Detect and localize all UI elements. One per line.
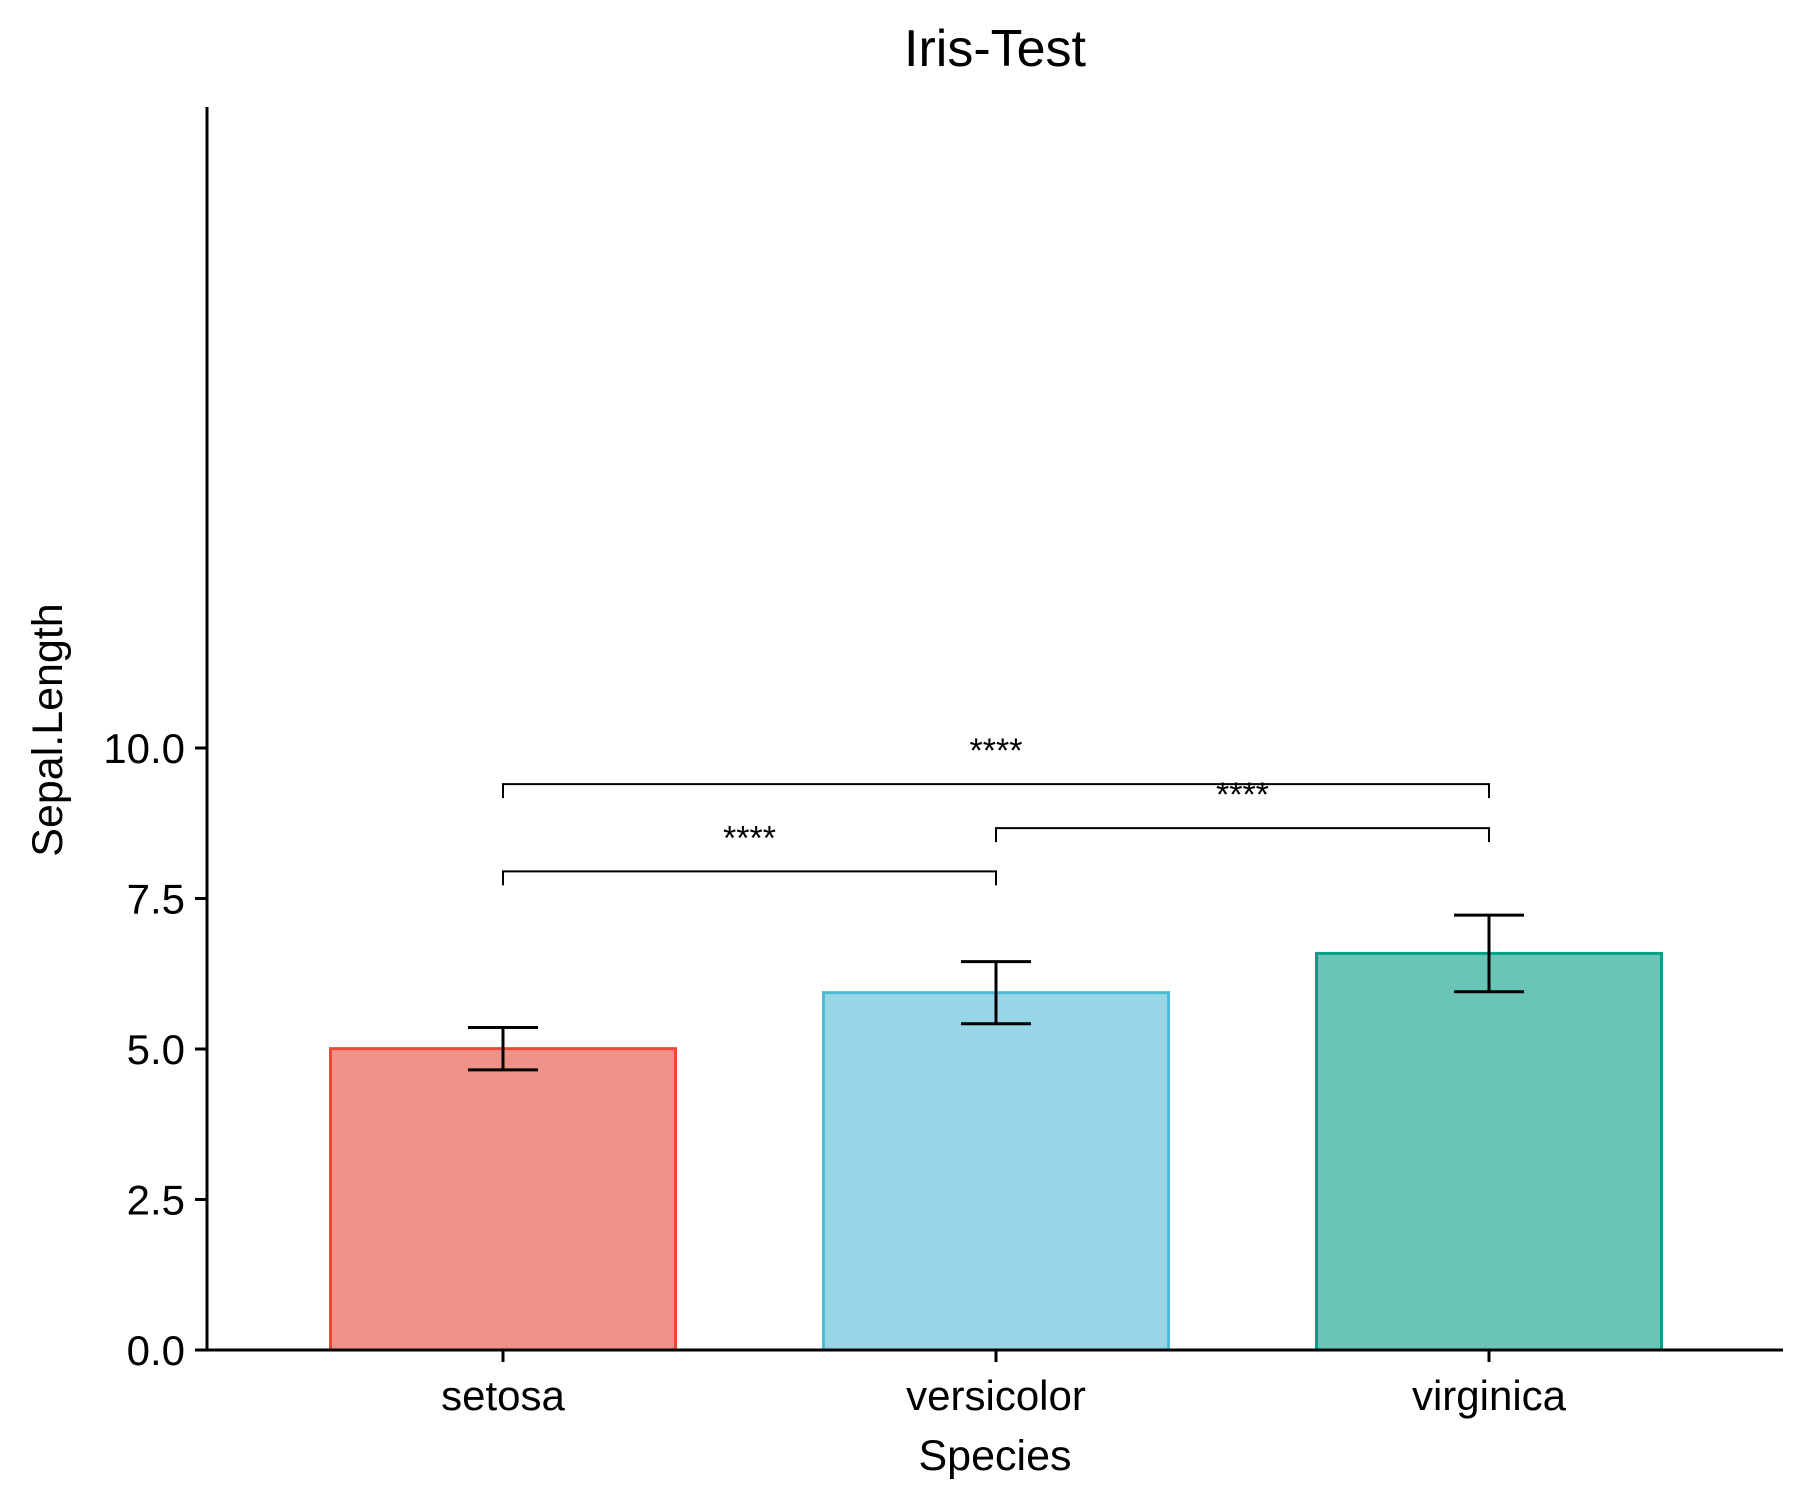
y-tick-label-2: 5.0: [127, 1026, 185, 1073]
chart-title: Iris-Test: [904, 20, 1087, 78]
significance-bracket-2: [995, 827, 1490, 843]
y-ticks-layer: 0.0 2.5 5.0 7.5 10.0: [103, 725, 207, 1374]
significance-bracket-3: [502, 783, 1490, 799]
x-tick-label-setosa: setosa: [441, 1372, 565, 1419]
significance-label-1: ****: [723, 819, 776, 857]
bar-virginica: [1315, 951, 1663, 1352]
x-tick-label-virginica: virginica: [1412, 1372, 1567, 1419]
x-axis-title: Species: [919, 1432, 1072, 1480]
significance-bracket-1: [502, 870, 997, 886]
significance-label-2: ****: [1216, 776, 1269, 814]
bar-versicolor: [822, 991, 1170, 1352]
error-bars-layer: [468, 913, 1524, 1072]
y-tick-label-3: 7.5: [127, 876, 185, 923]
bar-setosa: [329, 1047, 677, 1352]
x-ticks-layer: setosa versicolor virginica: [441, 1350, 1567, 1419]
y-tick-label-0: 0.0: [127, 1327, 185, 1374]
y-axis-title: Sepal.Length: [24, 603, 72, 856]
y-tick-label-1: 2.5: [127, 1177, 185, 1224]
y-tick-label-4: 10.0: [103, 725, 185, 772]
significance-label-3: ****: [970, 732, 1023, 770]
x-tick-label-versicolor: versicolor: [906, 1372, 1086, 1419]
significance-brackets-layer: **** **** ****: [502, 732, 1490, 886]
